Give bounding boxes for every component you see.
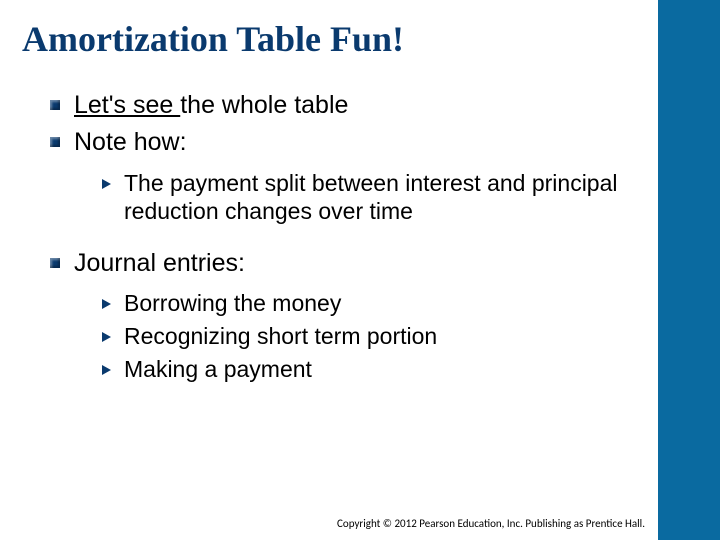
sub-bullet-item: The payment split between interest and p… — [102, 169, 640, 227]
accent-sidebar — [658, 0, 720, 540]
slide-title: Amortization Table Fun! — [0, 0, 720, 60]
bullet-text: the whole table — [180, 91, 348, 119]
bullet-item: Journal entries: Borrowing the money Rec… — [50, 248, 640, 384]
sub-bullet-item: Making a payment — [102, 355, 640, 384]
bullet-item: Let's see the whole table — [50, 90, 640, 121]
sub-bullet-item: Recognizing short term portion — [102, 322, 640, 351]
sub-bullet-item: Borrowing the money — [102, 289, 640, 318]
bullet-text: Journal entries: — [74, 249, 245, 277]
bullet-item: Note how: The payment split between inte… — [50, 127, 640, 226]
bullet-text: Note how: — [74, 128, 187, 156]
slide-content: Let's see the whole table Note how: The … — [0, 60, 720, 384]
copyright-text: Copyright © 2012 Pearson Education, Inc.… — [337, 517, 645, 530]
link-text[interactable]: Let's see — [74, 91, 180, 119]
